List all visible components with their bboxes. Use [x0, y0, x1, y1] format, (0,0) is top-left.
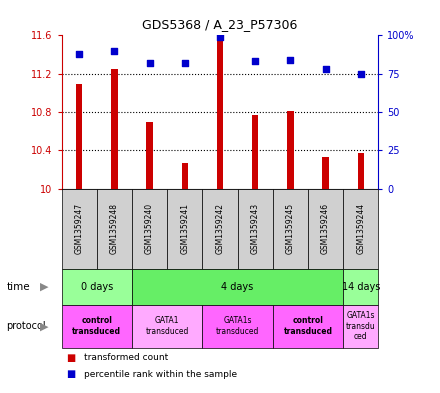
Point: [146, 60, 153, 66]
Bar: [76, 84, 82, 189]
Bar: [323, 157, 329, 189]
Bar: [217, 35, 223, 189]
Text: 14 days: 14 days: [341, 282, 380, 292]
Text: time: time: [7, 282, 30, 292]
Text: 4 days: 4 days: [221, 282, 254, 292]
Bar: [287, 111, 293, 189]
Text: GSM1359244: GSM1359244: [356, 203, 365, 255]
Point: [76, 51, 83, 57]
Text: GATA1s
transdu
ced: GATA1s transdu ced: [346, 311, 376, 341]
Text: GSM1359241: GSM1359241: [180, 204, 189, 254]
Text: ■: ■: [66, 369, 75, 379]
Text: GSM1359248: GSM1359248: [110, 204, 119, 254]
Text: ▶: ▶: [40, 321, 48, 331]
Text: ■: ■: [66, 353, 75, 363]
Text: GSM1359242: GSM1359242: [216, 204, 224, 254]
Bar: [182, 163, 188, 189]
Text: GDS5368 / A_23_P57306: GDS5368 / A_23_P57306: [142, 18, 298, 31]
Point: [216, 34, 224, 40]
Text: percentile rank within the sample: percentile rank within the sample: [84, 370, 237, 378]
Text: GSM1359247: GSM1359247: [75, 203, 84, 255]
Text: 0 days: 0 days: [81, 282, 113, 292]
Text: control
transduced: control transduced: [283, 316, 333, 336]
Point: [252, 58, 259, 64]
Bar: [358, 153, 364, 189]
Point: [111, 48, 118, 54]
Point: [322, 66, 329, 72]
Text: GSM1359246: GSM1359246: [321, 203, 330, 255]
Text: GSM1359243: GSM1359243: [251, 203, 260, 255]
Text: protocol: protocol: [7, 321, 46, 331]
Point: [357, 70, 364, 77]
Text: GATA1s
transduced: GATA1s transduced: [216, 316, 259, 336]
Bar: [252, 115, 258, 189]
Point: [181, 60, 188, 66]
Text: GATA1
transduced: GATA1 transduced: [146, 316, 189, 336]
Bar: [111, 69, 117, 189]
Text: GSM1359245: GSM1359245: [286, 203, 295, 255]
Bar: [147, 121, 153, 189]
Text: GSM1359240: GSM1359240: [145, 203, 154, 255]
Text: ▶: ▶: [40, 282, 48, 292]
Point: [287, 57, 294, 63]
Text: control
transduced: control transduced: [72, 316, 121, 336]
Text: transformed count: transformed count: [84, 353, 168, 362]
